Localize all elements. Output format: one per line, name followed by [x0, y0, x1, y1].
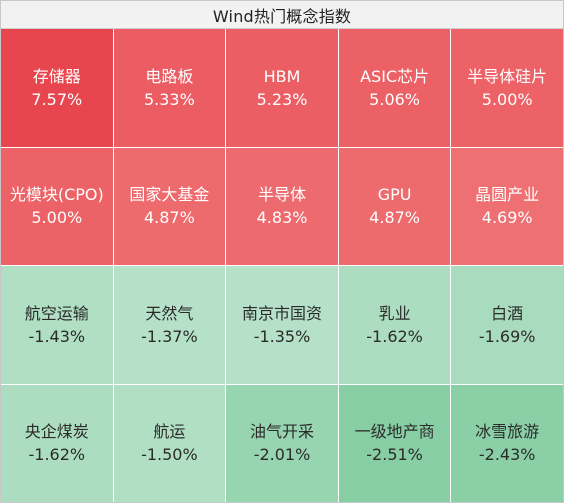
concept-change-pct: -1.43%	[28, 326, 86, 346]
concept-tile[interactable]: 央企煤炭 -1.62%	[1, 384, 113, 502]
concept-change-pct: -2.01%	[253, 445, 311, 465]
concept-tile[interactable]: HBM 5.23%	[226, 29, 338, 147]
concept-name: 存储器	[32, 66, 81, 86]
concept-name: 乳业	[378, 303, 411, 323]
concept-name: 半导体硅片	[467, 66, 548, 86]
concept-name: 天然气	[145, 303, 194, 323]
heatmap-grid: 存储器 7.57% 电路板 5.33% HBM 5.23% ASIC芯片 5.06% 半导体硅片…	[1, 29, 563, 502]
concept-tile[interactable]: 光模块(CPO) 5.00%	[1, 147, 113, 265]
concept-change-pct: -1.69%	[478, 326, 536, 346]
concept-name: 白酒	[491, 303, 524, 323]
concept-name: 油气开采	[249, 422, 314, 442]
concept-change-pct: -1.50%	[141, 445, 198, 465]
concept-change-pct: -2.43%	[478, 445, 536, 465]
concept-name: 半导体	[257, 185, 306, 205]
concept-tile[interactable]: 南京市国资 -1.35%	[226, 266, 338, 384]
concept-name: HBM	[263, 66, 301, 86]
panel-title: Wind热门概念指数	[1, 1, 563, 29]
concept-change-pct: -1.37%	[141, 326, 198, 346]
concept-name: 晶圆产业	[475, 185, 540, 205]
concept-change-pct: 5.33%	[143, 89, 195, 109]
concept-change-pct: 5.23%	[256, 89, 308, 109]
concept-change-pct: -1.62%	[366, 326, 423, 346]
concept-name: 光模块(CPO)	[9, 185, 104, 205]
concept-change-pct: 4.87%	[369, 208, 420, 228]
concept-tile[interactable]: 油气开采 -2.01%	[226, 384, 338, 502]
concept-tile[interactable]: 一级地产商 -2.51%	[338, 384, 451, 502]
concept-name: 航空运输	[24, 303, 89, 323]
concept-tile[interactable]: 天然气 -1.37%	[113, 266, 226, 384]
concept-tile[interactable]: ASIC芯片 5.06%	[338, 29, 451, 147]
concept-tile[interactable]: 晶圆产业 4.69%	[451, 147, 563, 265]
concept-tile[interactable]: 半导体硅片 5.00%	[451, 29, 563, 147]
concept-change-pct: -1.62%	[28, 445, 86, 465]
concept-name: 国家大基金	[129, 185, 210, 205]
concept-tile[interactable]: 电路板 5.33%	[113, 29, 226, 147]
concept-tile[interactable]: 白酒 -1.69%	[451, 266, 563, 384]
concept-tile[interactable]: 航运 -1.50%	[113, 384, 226, 502]
concept-change-pct: 5.00%	[481, 89, 533, 109]
concept-change-pct: 4.87%	[143, 208, 195, 228]
concept-name: 南京市国资	[241, 303, 322, 323]
concept-name: ASIC芯片	[360, 66, 430, 86]
concept-change-pct: 4.69%	[481, 208, 533, 228]
concept-name: GPU	[377, 185, 412, 205]
concept-tile[interactable]: 乳业 -1.62%	[338, 266, 451, 384]
concept-tile[interactable]: 存储器 7.57%	[1, 29, 113, 147]
concept-tile[interactable]: 航空运输 -1.43%	[1, 266, 113, 384]
concept-tile[interactable]: GPU 4.87%	[338, 147, 451, 265]
concept-tile[interactable]: 国家大基金 4.87%	[113, 147, 226, 265]
concept-change-pct: 7.57%	[31, 89, 83, 109]
concept-change-pct: 5.06%	[369, 89, 420, 109]
concept-name: 航运	[153, 422, 186, 442]
concept-name: 央企煤炭	[24, 422, 89, 442]
concept-name: 一级地产商	[354, 422, 435, 442]
concept-name: 电路板	[145, 66, 194, 86]
concept-change-pct: 4.83%	[256, 208, 308, 228]
concept-tile[interactable]: 冰雪旅游 -2.43%	[451, 384, 563, 502]
concept-change-pct: -1.35%	[253, 326, 311, 346]
concept-change-pct: -2.51%	[366, 445, 423, 465]
concept-change-pct: 5.00%	[31, 208, 83, 228]
concept-name: 冰雪旅游	[475, 422, 540, 442]
concept-tile[interactable]: 半导体 4.83%	[226, 147, 338, 265]
